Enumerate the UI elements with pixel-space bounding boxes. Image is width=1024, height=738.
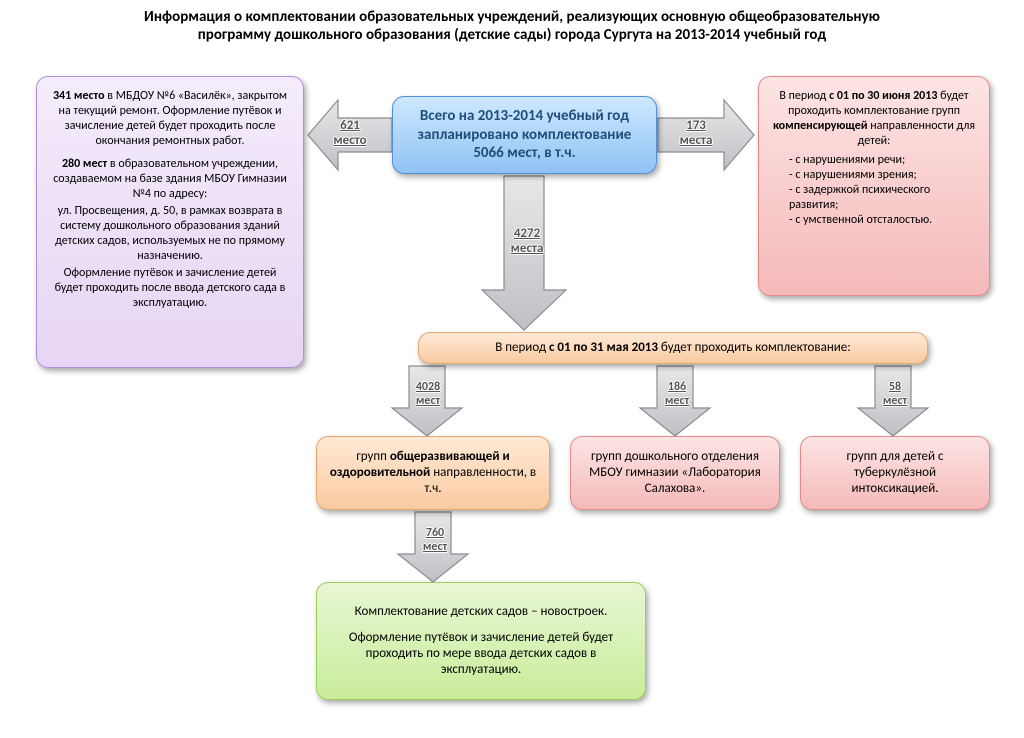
diagram-canvas: Информация о комплектовании образователь… [0,0,1024,738]
node-period-may: В период с 01 по 31 мая 2013 будет прохо… [418,332,928,364]
node-group-1: групп общеразвивающей и оздоровительной … [316,436,550,510]
title-line2: программу дошкольного образования (детск… [198,26,826,44]
page-title: Информация о комплектовании образователь… [0,8,1024,44]
arrow-down-c-label: 58мест [880,380,910,408]
arrow-left-label: 621место [320,118,380,148]
arrow-down-b-label: 186мест [658,380,696,408]
node-group-2: групп дошкольного отделения МБОУ гимнази… [570,436,780,510]
arrow-down-final-label: 760мест [416,526,454,554]
node-left: 341 место в МБДОУ №6 «Василёк», закрытом… [36,76,304,368]
arrow-down-main-label: 4272места [504,226,550,256]
node-center: Всего на 2013-2014 учебный год запланиро… [392,96,657,174]
node-bottom-green: Комплектование детских садов – новострое… [316,582,646,700]
arrow-right-label: 173места [668,118,724,148]
node-group-3: групп для детей с туберкулёзной интоксик… [800,436,990,510]
arrow-down-a-label: 4028мест [406,380,450,408]
title-line1: Информация о комплектовании образователь… [144,8,880,26]
node-right: В период с 01 по 30 июня 2013 будет прох… [758,76,990,296]
